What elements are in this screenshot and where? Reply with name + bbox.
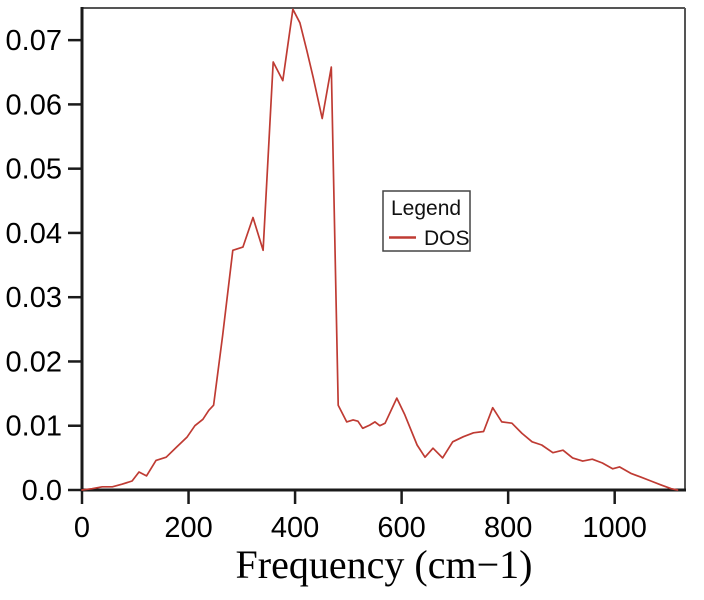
x-axis-tick-labels: 0 200 400 600 800 1000 [74, 512, 647, 544]
y-tick-label: 0.0 [22, 475, 62, 507]
y-tick-label: 0.01 [6, 411, 62, 443]
y-tick-label: 0.03 [6, 282, 62, 314]
x-axis-title: Frequency (cm−1) [236, 542, 533, 587]
x-axis-ticks [80, 490, 616, 504]
dos-curve [81, 8, 679, 491]
y-tick-label: 0.05 [6, 154, 62, 186]
y-tick-label: 0.07 [6, 25, 62, 57]
x-tick-label: 200 [164, 512, 212, 544]
legend-entry-dos: DOS [424, 227, 470, 250]
y-axis-tick-labels: 0.0 0.01 0.02 0.03 0.04 0.05 0.06 0.07 [6, 25, 62, 507]
x-tick-label: 0 [74, 512, 90, 544]
y-tick-label: 0.04 [6, 218, 62, 250]
legend-title: Legend [391, 197, 461, 220]
y-axis-ticks [68, 38, 82, 492]
x-tick-label: 400 [271, 512, 319, 544]
x-tick-label: 600 [377, 512, 425, 544]
x-tick-label: 800 [484, 512, 532, 544]
x-tick-label: 1000 [582, 512, 647, 544]
legend-box [382, 190, 471, 252]
y-tick-label: 0.02 [6, 346, 62, 378]
legend: Legend DOS [382, 190, 471, 252]
y-tick-label: 0.06 [6, 89, 62, 121]
